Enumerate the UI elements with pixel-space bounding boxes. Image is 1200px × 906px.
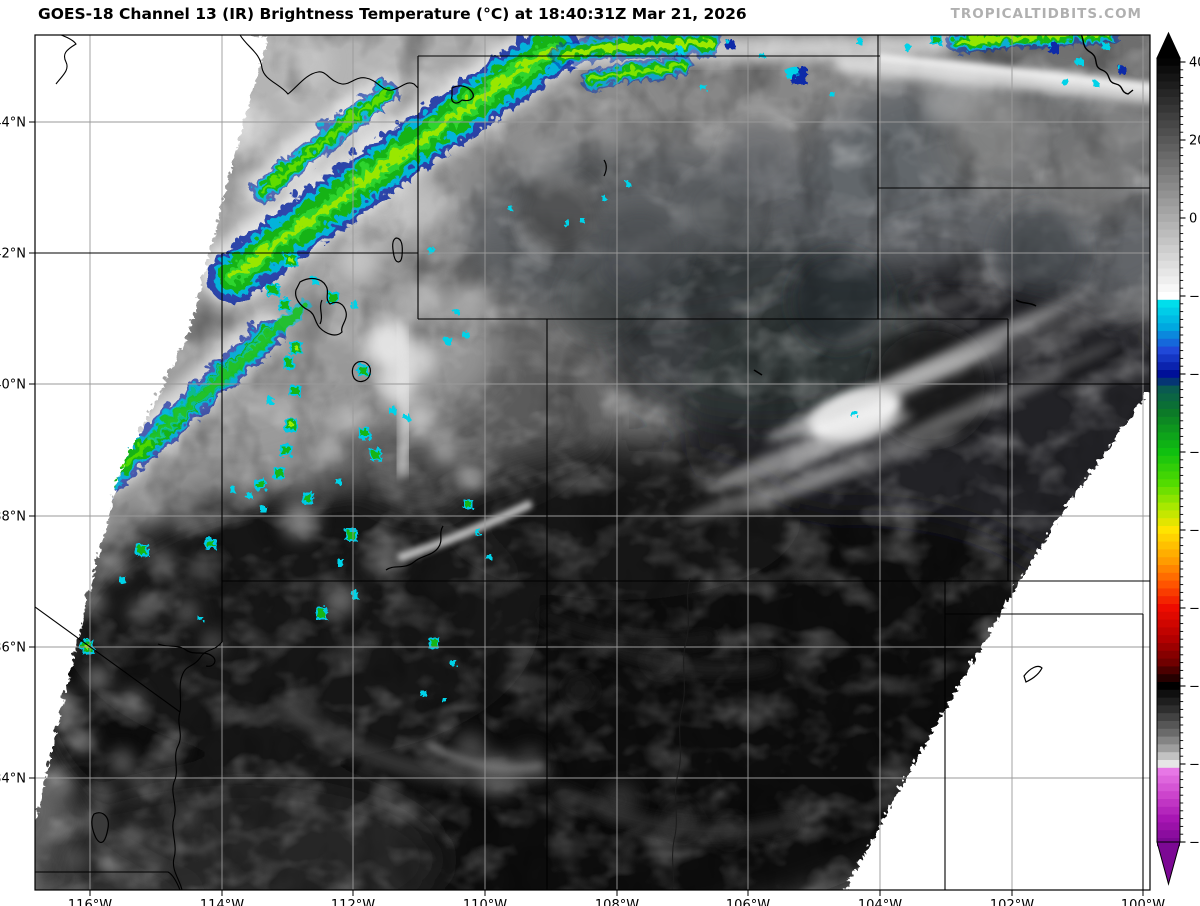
lake-outline bbox=[451, 85, 474, 104]
x-tick-label: 104°W bbox=[858, 898, 902, 906]
y-tick-label: 44°N bbox=[0, 116, 26, 131]
colorbar-tick-label: −30 bbox=[1189, 368, 1200, 383]
river bbox=[157, 643, 216, 667]
lake-outline bbox=[603, 159, 607, 177]
lake-outline bbox=[392, 237, 403, 263]
x-tick-label: 108°W bbox=[595, 898, 639, 906]
lake-outline bbox=[1023, 665, 1043, 683]
x-tick-label: 114°W bbox=[200, 898, 244, 906]
y-tick-label: 40°N bbox=[0, 378, 26, 393]
map-frame bbox=[34, 34, 1151, 891]
colorbar: 40 20 0 −20 −30 −40 −50 −60 −70 −80 −90 bbox=[1156, 31, 1200, 886]
x-tick-label: 100°W bbox=[1121, 898, 1165, 906]
no-data-wedge bbox=[842, 385, 1150, 890]
satellite-imagery bbox=[35, 35, 1150, 890]
river bbox=[671, 577, 691, 890]
river bbox=[1080, 35, 1134, 95]
river bbox=[753, 369, 763, 376]
river bbox=[385, 525, 444, 571]
colorbar-tick-label: −70 bbox=[1189, 680, 1200, 695]
colorbar-tick-label: −80 bbox=[1189, 758, 1200, 773]
colorbar-tick-label: 0 bbox=[1189, 212, 1197, 227]
y-tick-label: 34°N bbox=[0, 772, 26, 787]
y-tick-label: 42°N bbox=[0, 247, 26, 262]
colorbar-tick-label: −20 bbox=[1189, 290, 1200, 305]
cold-cloud-tops bbox=[41, 35, 1115, 533]
lake-outline bbox=[319, 299, 323, 325]
y-tick-label: 36°N bbox=[0, 641, 26, 656]
map-title: GOES-18 Channel 13 (IR) Brightness Tempe… bbox=[38, 5, 747, 23]
no-data-wedge bbox=[35, 35, 266, 815]
axes: 116°W 114°W 112°W 110°W 108°W 106°W 104°W 102°W… bbox=[0, 116, 1165, 906]
lake-outline bbox=[351, 361, 371, 383]
x-tick-label: 116°W bbox=[68, 898, 112, 906]
state-borders bbox=[35, 35, 1150, 890]
colorbar-tick-label: 40 bbox=[1189, 56, 1200, 71]
x-tick-label: 106°W bbox=[726, 898, 770, 906]
x-tick-label: 102°W bbox=[990, 898, 1034, 906]
colorbar-tick-label: −90 bbox=[1189, 836, 1200, 851]
colorbar-tick-label: −50 bbox=[1189, 524, 1200, 539]
colorbar-tick-label: −60 bbox=[1189, 602, 1200, 617]
lake-outline bbox=[295, 277, 347, 336]
colorbar-arrow-bottom bbox=[1156, 841, 1181, 886]
y-tick-label: 38°N bbox=[0, 510, 26, 525]
colorbar-arrow-top bbox=[1156, 31, 1181, 59]
lake-outline bbox=[91, 812, 109, 843]
x-tick-label: 110°W bbox=[463, 898, 507, 906]
colorbar-tick-label: −40 bbox=[1189, 446, 1200, 461]
x-tick-label: 112°W bbox=[331, 898, 375, 906]
colorbar-tick-label: 20 bbox=[1189, 134, 1200, 149]
river bbox=[1015, 299, 1037, 307]
watermark-tropicaltidbits: TROPICALTIDBITS.COM bbox=[950, 6, 1142, 22]
